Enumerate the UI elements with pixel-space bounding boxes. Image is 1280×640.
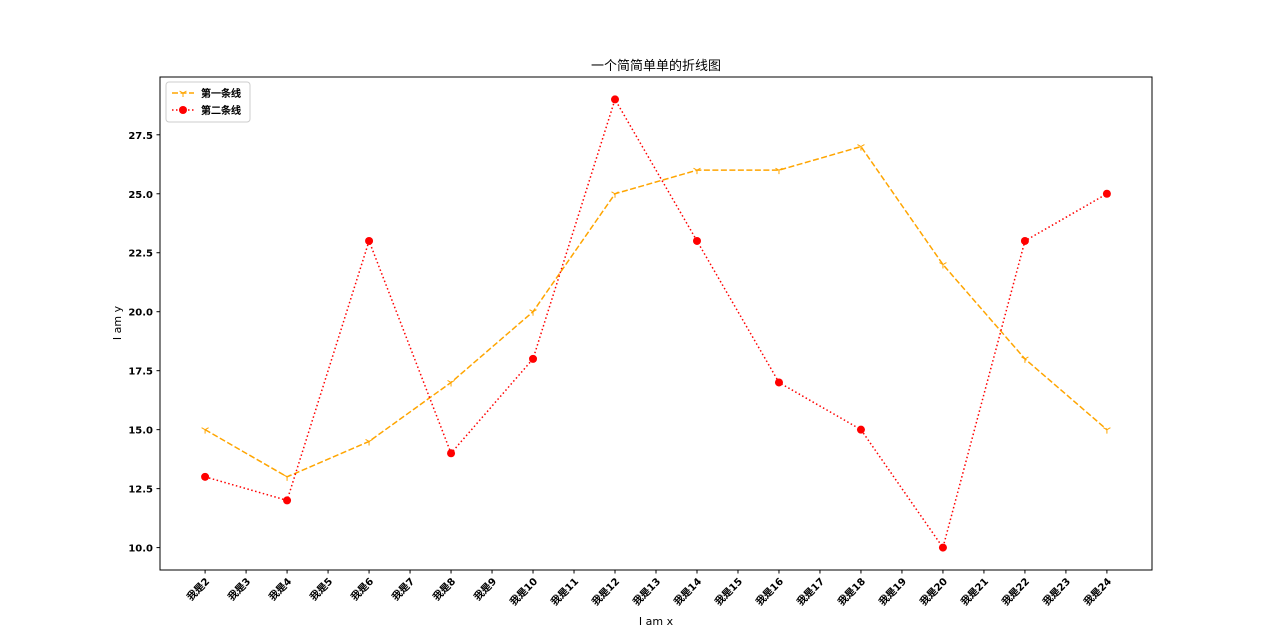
point: [529, 354, 538, 363]
y-tick-label: 20.0: [128, 308, 153, 319]
x-tick-label: 我是21: [958, 575, 991, 608]
series-line: [204, 145, 1108, 478]
point: [775, 167, 783, 175]
point: [1102, 189, 1111, 198]
x-tick-label: 我是3: [225, 575, 253, 603]
point: [611, 95, 620, 104]
point: [447, 449, 456, 458]
x-tick-label: 我是23: [1040, 575, 1073, 608]
point: [529, 309, 537, 316]
point: [693, 167, 701, 175]
y-tick-label: 22.5: [128, 249, 153, 260]
y-tick-label: 17.5: [128, 367, 153, 378]
x-tick-label: 我是2: [184, 575, 212, 603]
point: [201, 472, 210, 481]
point: [1021, 356, 1029, 363]
y-tick-label: 25.0: [128, 190, 153, 201]
x-tick-label: 我是8: [430, 575, 458, 603]
x-tick-label: 我是16: [753, 575, 786, 608]
point: [201, 427, 209, 434]
point: [1103, 427, 1111, 434]
plot-frame: [159, 76, 1153, 571]
legend-marker: [179, 90, 187, 97]
x-tick-label: 我是24: [1081, 575, 1114, 608]
point: [447, 380, 455, 387]
point: [365, 439, 373, 446]
y-tick-label: 10.0: [128, 544, 153, 555]
x-tick-label: 我是17: [794, 575, 827, 608]
x-tick-label: 我是7: [389, 575, 417, 603]
y-tick-label: 27.5: [128, 131, 153, 142]
point: [365, 236, 374, 245]
point: [692, 236, 701, 245]
series-line: [204, 97, 1108, 550]
point: [611, 191, 619, 198]
point: [283, 496, 292, 505]
x-axis-label: I am x: [639, 615, 674, 628]
y-tick-label: 12.5: [128, 485, 153, 496]
x-tick-label: 我是9: [471, 575, 499, 603]
point: [774, 378, 783, 387]
x-tick-label: 我是6: [348, 575, 376, 603]
x-tick-label: 我是13: [630, 575, 663, 608]
x-tick-label: 我是14: [671, 575, 704, 608]
legend-box: [165, 81, 251, 123]
chart-title: 一个简简单单的折线图: [591, 58, 721, 74]
y-axis-label: I am y: [111, 305, 124, 340]
x-tick-label: 我是11: [548, 575, 581, 608]
point: [1020, 236, 1029, 245]
point: [283, 474, 291, 481]
legend-label: 第一条线: [201, 87, 241, 100]
x-tick-label: 我是18: [835, 575, 868, 608]
legend-marker: [179, 106, 187, 114]
legend-label: 第二条线: [201, 104, 241, 117]
x-tick-label: 我是5: [307, 575, 335, 603]
point: [856, 425, 865, 434]
point: [938, 543, 947, 552]
y-tick-label: 15.0: [128, 426, 153, 437]
point: [939, 262, 947, 269]
x-tick-label: 我是10: [507, 575, 540, 608]
x-tick-label: 我是20: [917, 575, 950, 608]
x-tick-label: 我是12: [589, 575, 622, 608]
x-tick-label: 我是4: [266, 575, 294, 603]
point: [857, 144, 865, 151]
x-tick-label: 我是15: [712, 575, 745, 608]
x-tick-label: 我是22: [999, 575, 1032, 608]
x-tick-label: 我是19: [876, 575, 909, 608]
